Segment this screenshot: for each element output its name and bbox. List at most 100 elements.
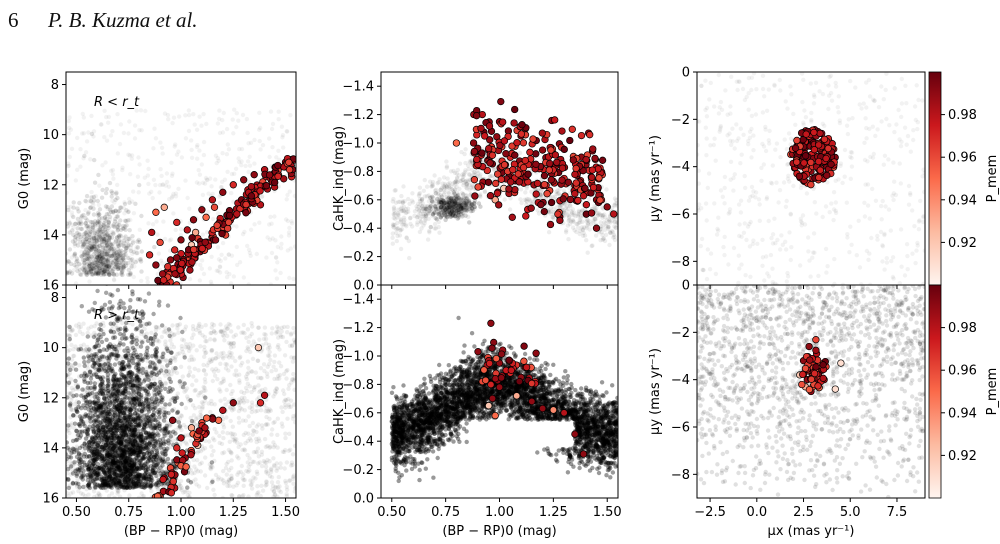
field-star-point	[801, 77, 806, 83]
field-star-point	[612, 237, 618, 243]
field-star-point	[167, 238, 172, 243]
member-star-point	[240, 176, 248, 184]
field-star-point	[96, 272, 101, 277]
field-star-point	[76, 232, 82, 237]
field-star-point	[102, 135, 107, 140]
field-star-point	[743, 185, 748, 191]
field-star-point	[872, 98, 877, 103]
field-star-point	[88, 205, 94, 210]
field-star-point	[761, 162, 766, 167]
field-star-point	[420, 203, 425, 209]
field-star-point	[793, 122, 798, 128]
field-star-point	[464, 208, 469, 214]
field-star-point	[436, 180, 441, 185]
field-star-point	[569, 209, 574, 214]
member-star-point	[519, 163, 528, 172]
field-star-point	[716, 111, 722, 116]
field-star-point	[268, 469, 274, 475]
field-star-point	[179, 344, 184, 349]
field-star-point	[229, 492, 234, 498]
field-star-point	[292, 443, 296, 449]
field-star-point	[100, 255, 106, 260]
field-star-point	[291, 414, 296, 419]
field-star-point	[441, 202, 446, 207]
field-star-point	[883, 87, 888, 93]
field-star-point	[234, 244, 239, 250]
member-star-point	[176, 266, 185, 274]
field-star-point	[114, 260, 119, 265]
field-star-point	[100, 260, 105, 265]
field-star-point	[562, 210, 567, 216]
field-star-point	[66, 444, 69, 449]
field-star-point	[906, 183, 912, 189]
field-star-point	[265, 353, 271, 358]
field-star-point	[391, 205, 397, 210]
field-star-point	[103, 160, 108, 165]
field-star-point	[394, 238, 399, 244]
field-star-point	[138, 257, 143, 263]
field-star-point	[66, 428, 71, 433]
member-star-point	[820, 135, 829, 143]
field-star-point	[111, 345, 116, 350]
field-star-point	[191, 413, 197, 418]
field-star-point	[809, 119, 814, 124]
field-star-point	[899, 139, 904, 144]
field-star-point	[697, 202, 702, 207]
field-star-point	[92, 330, 97, 336]
field-star-point	[729, 74, 734, 80]
field-star-point	[77, 220, 83, 226]
field-star-point	[103, 214, 108, 220]
field-star-point	[133, 437, 138, 442]
field-star-point	[455, 202, 460, 207]
field-star-point	[236, 402, 242, 407]
field-star-point	[81, 242, 87, 248]
field-star-point	[183, 113, 188, 118]
field-star-point	[113, 262, 119, 267]
field-star-point	[611, 235, 616, 240]
field-star-point	[258, 366, 264, 371]
field-star-point	[433, 205, 438, 210]
field-star-point	[93, 257, 98, 262]
field-star-point	[262, 325, 268, 330]
field-star-point	[116, 243, 122, 248]
field-star-point	[784, 279, 789, 284]
field-star-point	[90, 266, 96, 271]
field-star-point	[192, 464, 197, 469]
field-star-point	[127, 200, 132, 205]
field-star-point	[105, 269, 111, 275]
field-star-point	[144, 388, 149, 393]
field-star-point	[85, 390, 90, 395]
field-star-point	[91, 404, 97, 409]
field-star-point	[562, 201, 567, 206]
member-star-point	[225, 218, 233, 226]
field-star-point	[162, 111, 168, 116]
field-star-point	[502, 197, 507, 202]
field-star-point	[235, 454, 240, 459]
field-star-point	[441, 210, 447, 215]
field-star-point	[408, 221, 413, 227]
field-star-point	[910, 251, 915, 256]
field-star-point	[437, 230, 442, 235]
field-star-point	[114, 255, 119, 261]
field-star-point	[812, 250, 817, 255]
field-star-point	[109, 253, 115, 258]
field-star-point	[578, 213, 584, 219]
field-star-point	[468, 185, 474, 190]
field-star-point	[391, 206, 397, 211]
radius-annotation: R < r_t	[94, 95, 140, 110]
field-star-point	[104, 186, 110, 192]
field-star-point	[449, 214, 454, 219]
field-star-point	[417, 229, 423, 235]
field-star-point	[174, 323, 180, 328]
field-star-point	[188, 438, 193, 443]
field-star-point	[257, 127, 262, 132]
field-star-point	[72, 221, 78, 227]
field-star-point	[464, 196, 470, 201]
field-star-point	[436, 210, 441, 216]
field-star-point	[215, 245, 221, 250]
field-star-point	[265, 364, 270, 369]
field-star-point	[277, 488, 282, 493]
field-star-point	[115, 227, 121, 232]
field-star-point	[286, 386, 291, 391]
field-star-point	[212, 402, 217, 407]
